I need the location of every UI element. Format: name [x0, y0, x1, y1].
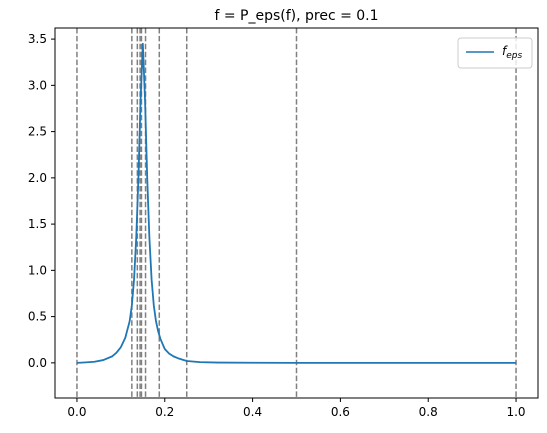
- axes-frame: [54, 27, 539, 399]
- x-tick-label: 0.0: [67, 405, 86, 419]
- x-axis: 0.0 0.2 0.4 0.6 0.8 1.0: [67, 398, 526, 419]
- legend: feps: [457, 37, 533, 69]
- x-tick-label: 0.4: [243, 405, 262, 419]
- plot-layer: [76, 28, 517, 398]
- x-tick-label: 1.0: [506, 405, 525, 419]
- chart-title: f = P_eps(f), prec = 0.1: [214, 8, 378, 24]
- legend-label-subscript: eps: [506, 51, 522, 61]
- legend-label-base: f: [502, 44, 508, 58]
- y-tick-label: 3.5: [28, 32, 47, 46]
- y-tick-label: 0.5: [28, 310, 47, 324]
- series-line-f-eps: [76, 42, 517, 364]
- y-axis: 0.0 0.5 1.0 1.5 2.0 2.5 3.0 3.5: [28, 32, 55, 370]
- legend-label: feps: [502, 44, 522, 61]
- y-tick-label: 2.5: [28, 125, 47, 139]
- y-tick-label: 3.0: [28, 78, 47, 92]
- y-tick-label: 1.5: [28, 217, 47, 231]
- y-tick-label: 0.0: [28, 356, 47, 370]
- legend-box: [457, 37, 533, 69]
- x-tick-label: 0.6: [331, 405, 350, 419]
- x-tick-label: 0.8: [419, 405, 438, 419]
- y-tick-label: 2.0: [28, 171, 47, 185]
- x-tick-label: 0.2: [155, 405, 174, 419]
- y-tick-label: 1.0: [28, 263, 47, 277]
